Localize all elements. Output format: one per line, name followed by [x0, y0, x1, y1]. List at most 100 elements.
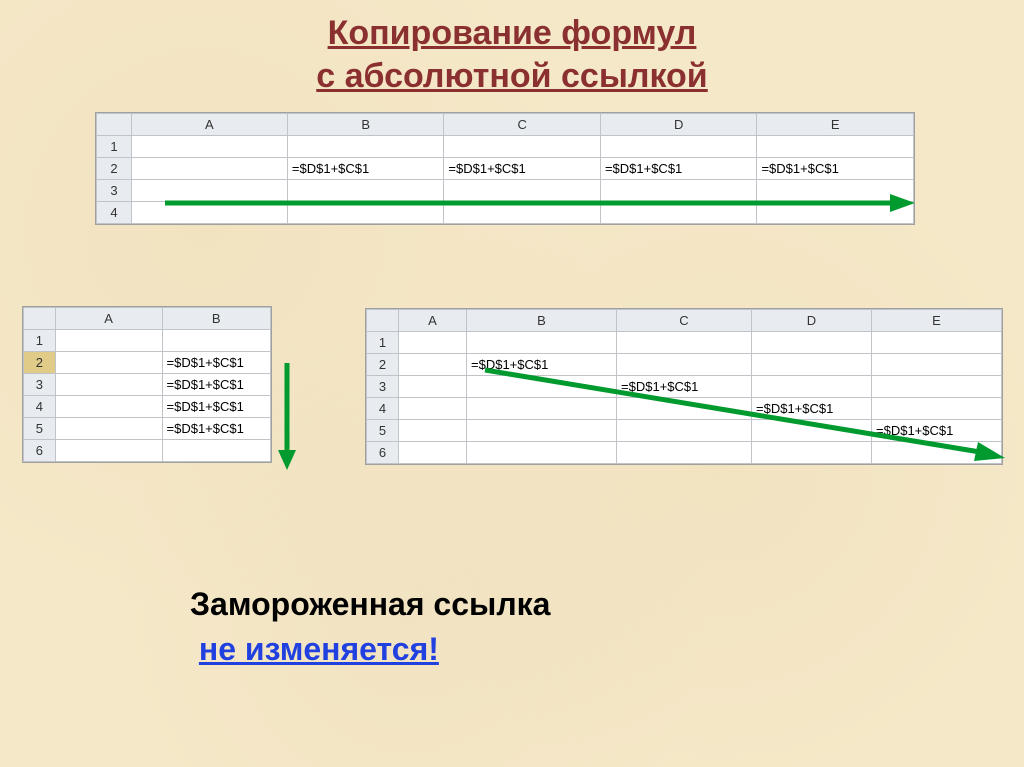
- cell: [55, 440, 162, 462]
- corner-cell: [97, 114, 132, 136]
- cell: [131, 180, 287, 202]
- cell: [872, 398, 1002, 420]
- cell: [752, 332, 872, 354]
- row-header: 5: [367, 420, 399, 442]
- cell: [872, 354, 1002, 376]
- title-line-1: Копирование формул: [328, 14, 697, 52]
- caption-line-1: Замороженная ссылка: [190, 586, 550, 622]
- row-header: 5: [24, 418, 56, 440]
- row-header: 3: [367, 376, 399, 398]
- row-header: 4: [24, 396, 56, 418]
- spreadsheet-diagonal: A B C D E 1 2 =$D$1+$C$1 3 =$D$1+$C$1 4 =$D…: [365, 308, 1003, 465]
- cell: [287, 202, 444, 224]
- col-header: D: [600, 114, 757, 136]
- cell: [399, 442, 467, 464]
- col-header: E: [757, 114, 914, 136]
- slide-title: Копирование формул с абсолютной ссылкой: [0, 0, 1024, 97]
- cell: [55, 374, 162, 396]
- cell: [131, 202, 287, 224]
- cell: [617, 442, 752, 464]
- cell: [467, 332, 617, 354]
- col-header: C: [617, 310, 752, 332]
- row-header: 2: [97, 158, 132, 180]
- spreadsheet-vertical: A B 1 2=$D$1+$C$1 3=$D$1+$C$1 4=$D$1+$C$…: [22, 306, 272, 463]
- row-header: 2: [24, 352, 56, 374]
- cell: [752, 354, 872, 376]
- cell: [600, 136, 757, 158]
- col-header: A: [55, 308, 162, 330]
- cell: [444, 136, 601, 158]
- row-header: 3: [97, 180, 132, 202]
- col-header: D: [752, 310, 872, 332]
- cell: [399, 332, 467, 354]
- cell: [757, 136, 914, 158]
- cell: [55, 418, 162, 440]
- spreadsheet-horizontal: A B C D E 1 2=$D$1+$C$1=$D$1+$C$1=$D$1+$…: [95, 112, 915, 225]
- cell: [757, 180, 914, 202]
- cell: =$D$1+$C$1: [444, 158, 601, 180]
- title-line-2: с абсолютной ссылкой: [316, 57, 707, 95]
- cell: [399, 376, 467, 398]
- cell: =$D$1+$C$1: [617, 376, 752, 398]
- table: A B C D E 1 2=$D$1+$C$1=$D$1+$C$1=$D$1+$…: [96, 113, 914, 224]
- row-header: 2: [367, 354, 399, 376]
- cell: [617, 420, 752, 442]
- table: A B 1 2=$D$1+$C$1 3=$D$1+$C$1 4=$D$1+$C$…: [23, 307, 271, 462]
- cell: =$D$1+$C$1: [752, 398, 872, 420]
- cell: [757, 202, 914, 224]
- col-header: C: [444, 114, 601, 136]
- col-header: E: [872, 310, 1002, 332]
- cell: [287, 136, 444, 158]
- row-header: 1: [97, 136, 132, 158]
- row-header: 4: [367, 398, 399, 420]
- cell: [752, 442, 872, 464]
- col-header: B: [467, 310, 617, 332]
- cell: [752, 376, 872, 398]
- cell: =$D$1+$C$1: [467, 354, 617, 376]
- cell: =$D$1+$C$1: [162, 374, 271, 396]
- row-header: 1: [367, 332, 399, 354]
- cell: [617, 398, 752, 420]
- cell: [467, 376, 617, 398]
- cell: [162, 440, 271, 462]
- cell: [467, 420, 617, 442]
- col-header: A: [399, 310, 467, 332]
- cell: =$D$1+$C$1: [162, 418, 271, 440]
- corner-cell: [24, 308, 56, 330]
- cell: [872, 332, 1002, 354]
- cell: [55, 396, 162, 418]
- cell: [872, 376, 1002, 398]
- cell: =$D$1+$C$1: [162, 352, 271, 374]
- cell: [617, 354, 752, 376]
- cell: [600, 180, 757, 202]
- cell: [617, 332, 752, 354]
- table: A B C D E 1 2 =$D$1+$C$1 3 =$D$1+$C$1 4 =$D…: [366, 309, 1002, 464]
- col-header: B: [162, 308, 271, 330]
- col-header: A: [131, 114, 287, 136]
- col-header: B: [287, 114, 444, 136]
- cell: =$D$1+$C$1: [757, 158, 914, 180]
- cell: [399, 354, 467, 376]
- caption-line-2: не изменяется!: [199, 631, 439, 667]
- cell: [752, 420, 872, 442]
- cell: [287, 180, 444, 202]
- row-header: 6: [24, 440, 56, 462]
- cell: [399, 398, 467, 420]
- cell: [399, 420, 467, 442]
- cell: [55, 330, 162, 352]
- cell: [131, 158, 287, 180]
- cell: [600, 202, 757, 224]
- cell: =$D$1+$C$1: [600, 158, 757, 180]
- cell: [55, 352, 162, 374]
- cell: =$D$1+$C$1: [162, 396, 271, 418]
- cell: [467, 442, 617, 464]
- row-header: 4: [97, 202, 132, 224]
- cell: =$D$1+$C$1: [287, 158, 444, 180]
- cell: [444, 202, 601, 224]
- row-header: 1: [24, 330, 56, 352]
- row-header: 6: [367, 442, 399, 464]
- caption: Замороженная ссылка не изменяется!: [190, 582, 550, 672]
- cell: [162, 330, 271, 352]
- cell: [131, 136, 287, 158]
- arrow-vertical: [272, 358, 302, 473]
